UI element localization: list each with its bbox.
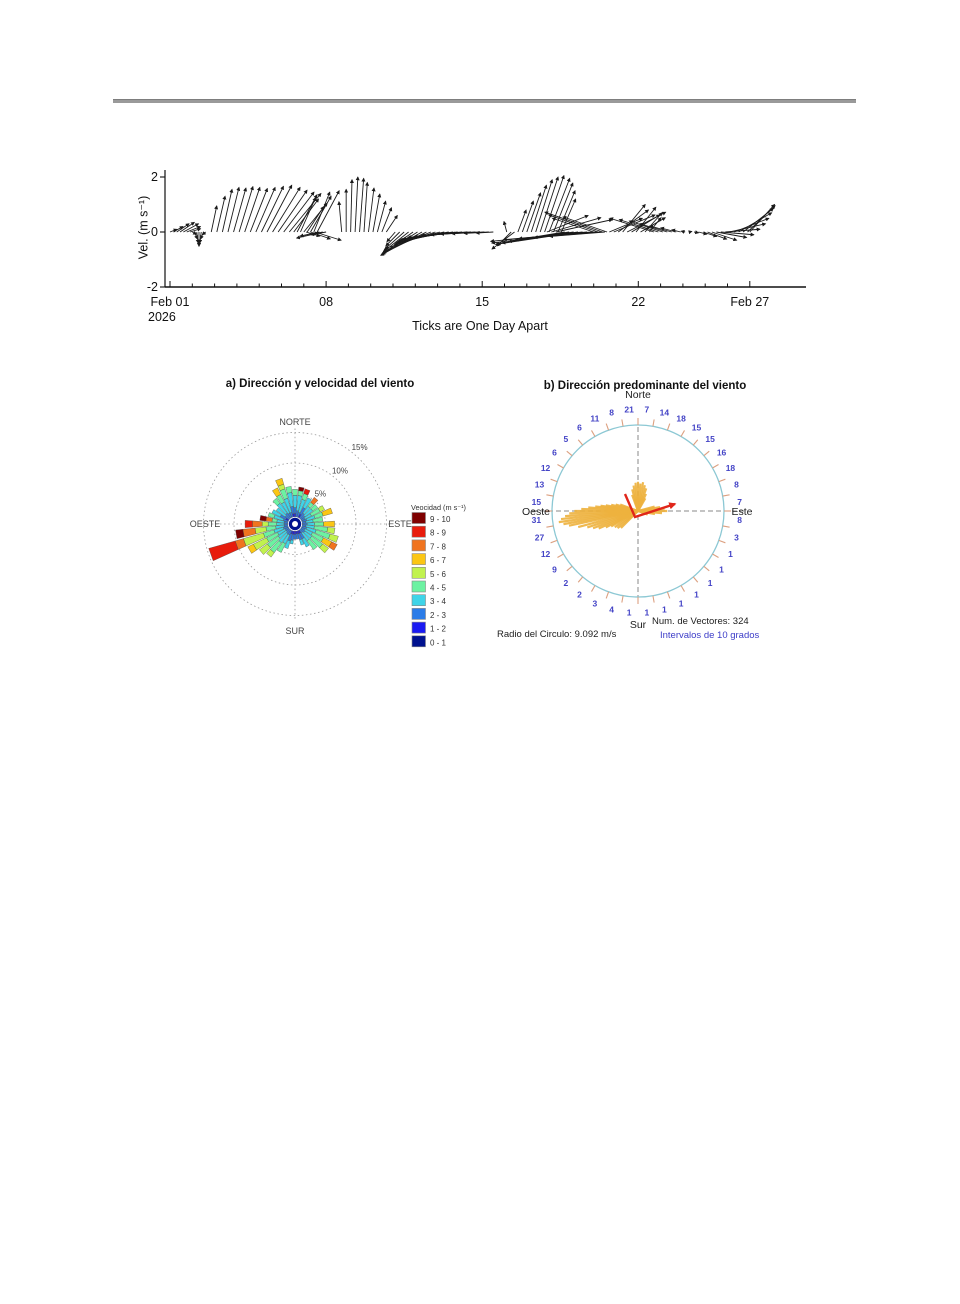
svg-text:15: 15 (705, 434, 715, 444)
svg-text:18: 18 (726, 463, 736, 473)
circle-radius-note: Radio del Circulo: 9.092 m/s (497, 629, 617, 640)
svg-text:3: 3 (734, 532, 739, 542)
svg-text:14: 14 (660, 407, 670, 417)
wind-rose-title: a) Dirección y velocidad del viento (225, 378, 415, 390)
svg-text:13: 13 (535, 480, 545, 490)
svg-text:5: 5 (564, 434, 569, 444)
svg-text:1: 1 (645, 608, 650, 618)
svg-text:2026: 2026 (148, 310, 176, 324)
svg-text:Este: Este (731, 506, 752, 518)
svg-text:5%: 5% (315, 490, 327, 499)
svg-text:2: 2 (564, 578, 569, 588)
svg-text:12: 12 (541, 549, 551, 559)
svg-text:5 - 6: 5 - 6 (430, 570, 447, 579)
stick-vectors (169, 174, 776, 256)
svg-text:10%: 10% (332, 466, 348, 475)
svg-text:2 - 3: 2 - 3 (430, 611, 447, 620)
rose-petals (208, 477, 339, 561)
svg-text:18: 18 (676, 414, 686, 424)
num-vectors-note: Num. de Vectores: 324 (652, 616, 749, 627)
svg-text:9 - 10: 9 - 10 (430, 515, 451, 524)
svg-text:4 - 5: 4 - 5 (430, 584, 447, 593)
svg-text:15%: 15% (352, 443, 368, 452)
svg-text:21: 21 (624, 404, 634, 414)
svg-text:7: 7 (737, 497, 742, 507)
mean-vector (623, 493, 677, 519)
svg-text:0 - 1: 0 - 1 (430, 638, 447, 647)
svg-text:Sur: Sur (630, 619, 647, 631)
svg-text:8: 8 (734, 480, 739, 490)
svg-text:7: 7 (645, 404, 650, 414)
vector-rays (558, 481, 668, 530)
svg-text:3 - 4: 3 - 4 (430, 597, 447, 606)
svg-text:1: 1 (662, 605, 667, 615)
svg-text:Oeste: Oeste (522, 506, 550, 518)
svg-text:OESTE: OESTE (190, 519, 221, 529)
svg-text:2: 2 (577, 590, 582, 600)
svg-text:3: 3 (593, 598, 598, 608)
svg-text:15: 15 (475, 295, 489, 309)
svg-text:1: 1 (694, 590, 699, 600)
svg-text:1: 1 (679, 598, 684, 608)
svg-text:6: 6 (552, 447, 557, 457)
direction-circle-title: b) Dirección predominante del viento (543, 380, 747, 392)
svg-text:1: 1 (627, 608, 632, 618)
svg-text:22: 22 (631, 295, 645, 309)
svg-text:NORTE: NORTE (279, 417, 310, 427)
svg-text:1: 1 (719, 565, 724, 575)
degree-ticks (545, 418, 731, 604)
svg-text:11: 11 (590, 414, 599, 424)
svg-text:15: 15 (532, 497, 542, 507)
svg-text:1: 1 (708, 578, 713, 588)
svg-text:SUR: SUR (285, 626, 305, 636)
svg-text:9: 9 (552, 565, 557, 575)
svg-text:Norte: Norte (625, 389, 651, 401)
svg-text:12: 12 (541, 463, 551, 473)
svg-text:8 - 9: 8 - 9 (430, 529, 447, 538)
svg-text:ESTE: ESTE (388, 519, 412, 529)
svg-text:Feb 27: Feb 27 (730, 295, 769, 309)
svg-text:6: 6 (577, 422, 582, 432)
svg-text:08: 08 (319, 295, 333, 309)
svg-text:2: 2 (151, 170, 158, 184)
svg-text:6 - 7: 6 - 7 (430, 556, 447, 565)
svg-text:0: 0 (151, 225, 158, 239)
svg-text:31: 31 (532, 515, 542, 525)
svg-text:27: 27 (535, 532, 545, 542)
stick-y-axis-label: Vel. (m s⁻¹) (136, 195, 151, 260)
page-divider-line (113, 99, 856, 103)
svg-text:Veocidad (m s⁻¹): Veocidad (m s⁻¹) (411, 503, 466, 512)
rose-compass-labels: NORTE SUR OESTE ESTE (190, 417, 412, 636)
stick-x-axis-caption: Ticks are One Day Apart (412, 319, 548, 333)
svg-text:-2: -2 (147, 280, 158, 294)
svg-text:8: 8 (609, 407, 614, 417)
svg-text:15: 15 (692, 422, 702, 432)
svg-text:7 - 8: 7 - 8 (430, 542, 447, 551)
intervals-note: Intervalos de 10 grados (660, 630, 760, 641)
direction-circle-svg: 7 141815151618878311111111432291227311513… (522, 389, 753, 631)
svg-text:1: 1 (728, 549, 733, 559)
speed-legend: Veocidad (m s⁻¹) 9 - 10 8 - 9 7 - 8 6 - 7 5 -… (411, 503, 466, 647)
svg-text:16: 16 (717, 447, 727, 457)
bin-count-labels: 7 141815151618878311111111432291227311513… (532, 404, 743, 617)
svg-text:1 - 2: 1 - 2 (430, 625, 447, 634)
svg-text:4: 4 (609, 605, 614, 615)
svg-text:8: 8 (737, 515, 742, 525)
circle-compass-labels: Norte Sur Oeste Este (522, 389, 753, 631)
svg-text:Feb 01: Feb 01 (151, 295, 190, 309)
